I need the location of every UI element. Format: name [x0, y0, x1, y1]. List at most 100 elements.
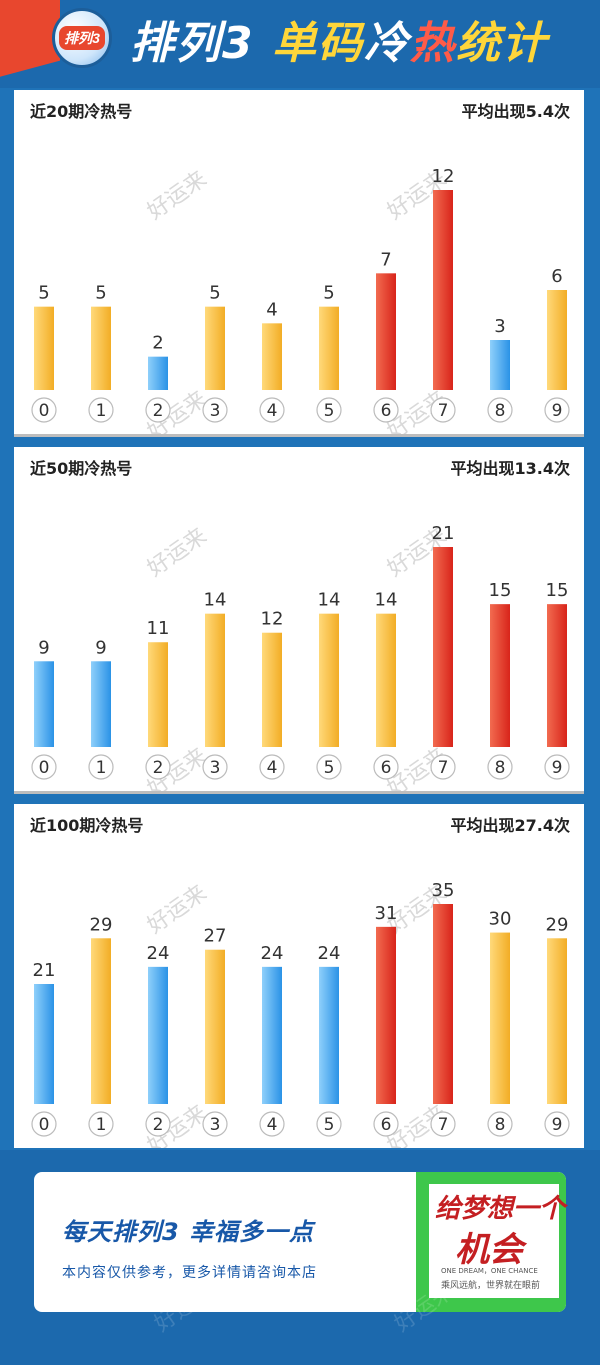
disclaimer-text: 本内容仅供参考，更多详情请咨询本店 — [62, 1265, 317, 1281]
value-label: 3 — [494, 316, 505, 337]
chart-panel-20: 近20期冷热号 平均出现5.4次 好运来 好运来 好运来 好运来 5 0 5 1 2 2 5 3 4 4 5… — [14, 90, 584, 434]
category-label: 4 — [267, 1115, 278, 1135]
slogan-text: 每天排列3 幸福多一点 — [62, 1218, 315, 1246]
bar-9 — [547, 604, 567, 747]
category-circle — [487, 1111, 513, 1137]
watermark-text: 好运来 — [143, 524, 211, 582]
value-label: 27 — [204, 926, 227, 947]
bar-1 — [91, 938, 111, 1104]
slogan-card: 每天排列3 幸福多一点 本内容仅供参考，更多详情请咨询本店 给梦想一个 机会 O… — [34, 1172, 566, 1312]
category-circle — [31, 1111, 57, 1137]
category-circle — [373, 1111, 399, 1137]
bar-0 — [34, 306, 54, 390]
value-label: 6 — [551, 266, 562, 287]
dream-chinese: 乘风远航，世界就在眼前 — [441, 1281, 541, 1291]
value-label: 7 — [380, 249, 391, 270]
value-label: 29 — [90, 914, 113, 935]
category-label: 3 — [210, 1115, 221, 1135]
bar-8 — [490, 340, 510, 390]
category-circle — [31, 397, 57, 423]
category-circle — [316, 754, 342, 780]
bar-7 — [433, 547, 453, 747]
category-label: 0 — [39, 1115, 50, 1135]
category-circle — [316, 1111, 342, 1137]
bar-2 — [148, 356, 168, 390]
value-label: 12 — [261, 609, 284, 630]
category-circle — [145, 1111, 171, 1137]
category-label: 9 — [552, 401, 563, 421]
value-label: 9 — [95, 637, 106, 658]
value-label: 15 — [546, 580, 569, 601]
category-circle — [259, 754, 285, 780]
bar-5 — [319, 613, 339, 747]
bar-9 — [547, 290, 567, 390]
category-label: 5 — [324, 1115, 335, 1135]
value-label: 24 — [261, 943, 284, 964]
bar-6 — [376, 926, 396, 1104]
category-label: 8 — [495, 1115, 506, 1135]
value-label: 24 — [318, 943, 341, 964]
value-label: 9 — [38, 637, 49, 658]
category-circle — [88, 1111, 114, 1137]
bar-3 — [205, 613, 225, 747]
value-label: 29 — [546, 914, 569, 935]
bar-5 — [319, 966, 339, 1104]
value-label: 5 — [38, 283, 49, 304]
category-circle — [487, 397, 513, 423]
category-circle — [544, 397, 570, 423]
panel-divider — [14, 791, 584, 794]
category-label: 9 — [552, 758, 563, 778]
category-label: 5 — [324, 758, 335, 778]
category-label: 7 — [438, 758, 449, 778]
category-label: 2 — [153, 401, 164, 421]
chart-panel-100: 近100期冷热号 平均出现27.4次 好运来 好运来 好运来 好运来 21 0 29 1 24 2… — [14, 804, 584, 1148]
bar-5 — [319, 306, 339, 390]
value-label: 11 — [147, 618, 170, 639]
category-label: 8 — [495, 401, 506, 421]
category-label: 6 — [381, 401, 392, 421]
bar-3 — [205, 949, 225, 1104]
dream-ad: 给梦想一个 机会 ONE DREAM，ONE CHANCE 乘风远航，世界就在眼… — [429, 1184, 565, 1298]
value-label: 21 — [432, 523, 455, 544]
bar-6 — [376, 273, 396, 390]
value-label: 5 — [323, 283, 334, 304]
watermark-text: 好运来 — [143, 167, 211, 225]
category-circle — [259, 397, 285, 423]
chart-title: 近100期冷热号 — [30, 816, 144, 835]
value-label: 5 — [95, 283, 106, 304]
bar-1 — [91, 661, 111, 747]
category-label: 7 — [438, 1115, 449, 1135]
category-circle — [430, 397, 456, 423]
value-label: 12 — [432, 166, 455, 187]
bar-8 — [490, 604, 510, 747]
bar-0 — [34, 661, 54, 747]
category-circle — [544, 754, 570, 780]
category-circle — [88, 397, 114, 423]
category-label: 1 — [96, 758, 107, 778]
category-circle — [31, 754, 57, 780]
category-circle — [259, 1111, 285, 1137]
bar-1 — [91, 306, 111, 390]
category-circle — [88, 754, 114, 780]
dream-english: ONE DREAM，ONE CHANCE — [441, 1267, 538, 1275]
value-label: 5 — [209, 283, 220, 304]
category-circle — [202, 397, 228, 423]
value-label: 35 — [432, 880, 455, 901]
category-circle — [145, 754, 171, 780]
category-circle — [202, 754, 228, 780]
bar-2 — [148, 966, 168, 1104]
category-label: 6 — [381, 758, 392, 778]
category-label: 1 — [96, 401, 107, 421]
category-circle — [430, 754, 456, 780]
category-label: 2 — [153, 758, 164, 778]
bar-0 — [34, 984, 54, 1104]
category-circle — [487, 754, 513, 780]
category-circle — [373, 754, 399, 780]
category-label: 5 — [324, 401, 335, 421]
category-label: 4 — [267, 401, 278, 421]
title-part-3: 冷 — [363, 18, 410, 69]
category-label: 8 — [495, 758, 506, 778]
watermark-text: 好运来 — [143, 881, 211, 939]
